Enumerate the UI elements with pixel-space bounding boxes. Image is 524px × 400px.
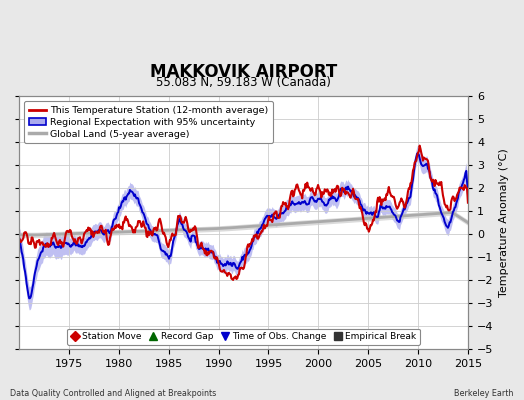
Text: 55.083 N, 59.183 W (Canada): 55.083 N, 59.183 W (Canada) <box>156 76 331 89</box>
Legend: Station Move, Record Gap, Time of Obs. Change, Empirical Break: Station Move, Record Gap, Time of Obs. C… <box>67 328 420 345</box>
Text: Berkeley Earth: Berkeley Earth <box>454 389 514 398</box>
Y-axis label: Temperature Anomaly (°C): Temperature Anomaly (°C) <box>499 148 509 297</box>
Text: Data Quality Controlled and Aligned at Breakpoints: Data Quality Controlled and Aligned at B… <box>10 389 217 398</box>
Title: MAKKOVIK AIRPORT: MAKKOVIK AIRPORT <box>150 63 337 81</box>
